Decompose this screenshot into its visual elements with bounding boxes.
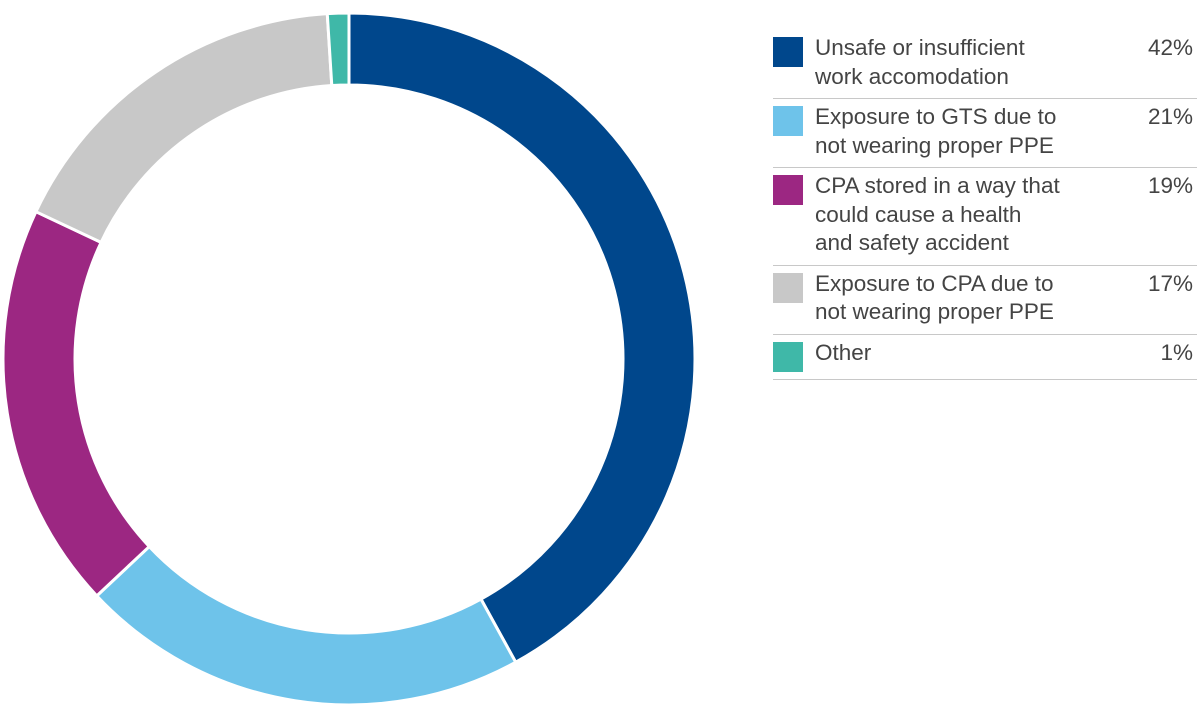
legend-item: Exposure to GTS due to not wearing prope… bbox=[773, 99, 1197, 168]
legend-swatch bbox=[773, 37, 803, 67]
legend-label: Unsafe or insufficient work accomodation bbox=[815, 35, 1025, 89]
legend-item: Unsafe or insufficient work accomodation… bbox=[773, 30, 1197, 99]
donut-slice bbox=[325, 11, 351, 88]
legend-swatch bbox=[773, 106, 803, 136]
donut-slice bbox=[1, 209, 152, 598]
donut-slice bbox=[33, 12, 334, 245]
legend-item: Other 1% bbox=[773, 335, 1197, 380]
legend-label: Exposure to GTS due to not wearing prope… bbox=[815, 104, 1057, 158]
legend-value: 21% bbox=[1147, 104, 1193, 129]
legend-swatch bbox=[773, 175, 803, 205]
legend-label: Exposure to CPA due to not wearing prope… bbox=[815, 270, 1054, 325]
legend-item: Exposure to CPA due to not wearing prope… bbox=[773, 266, 1197, 335]
legend-label: Other bbox=[815, 339, 872, 365]
legend-value: 1% bbox=[1160, 339, 1193, 365]
legend-value: 17% bbox=[1147, 270, 1193, 296]
donut-slice bbox=[94, 544, 518, 706]
legend-label: CPA stored in a way that could cause a h… bbox=[815, 173, 1060, 255]
donut-slice bbox=[347, 11, 697, 665]
legend-value: 42% bbox=[1147, 35, 1193, 60]
donut-chart bbox=[1, 11, 697, 706]
legend-value: 19% bbox=[1147, 173, 1193, 198]
legend-swatch bbox=[773, 341, 803, 372]
legend-swatch bbox=[773, 272, 803, 303]
legend-item: CPA stored in a way that could cause a h… bbox=[773, 168, 1197, 266]
legend: Unsafe or insufficient work accomodation… bbox=[773, 30, 1197, 380]
